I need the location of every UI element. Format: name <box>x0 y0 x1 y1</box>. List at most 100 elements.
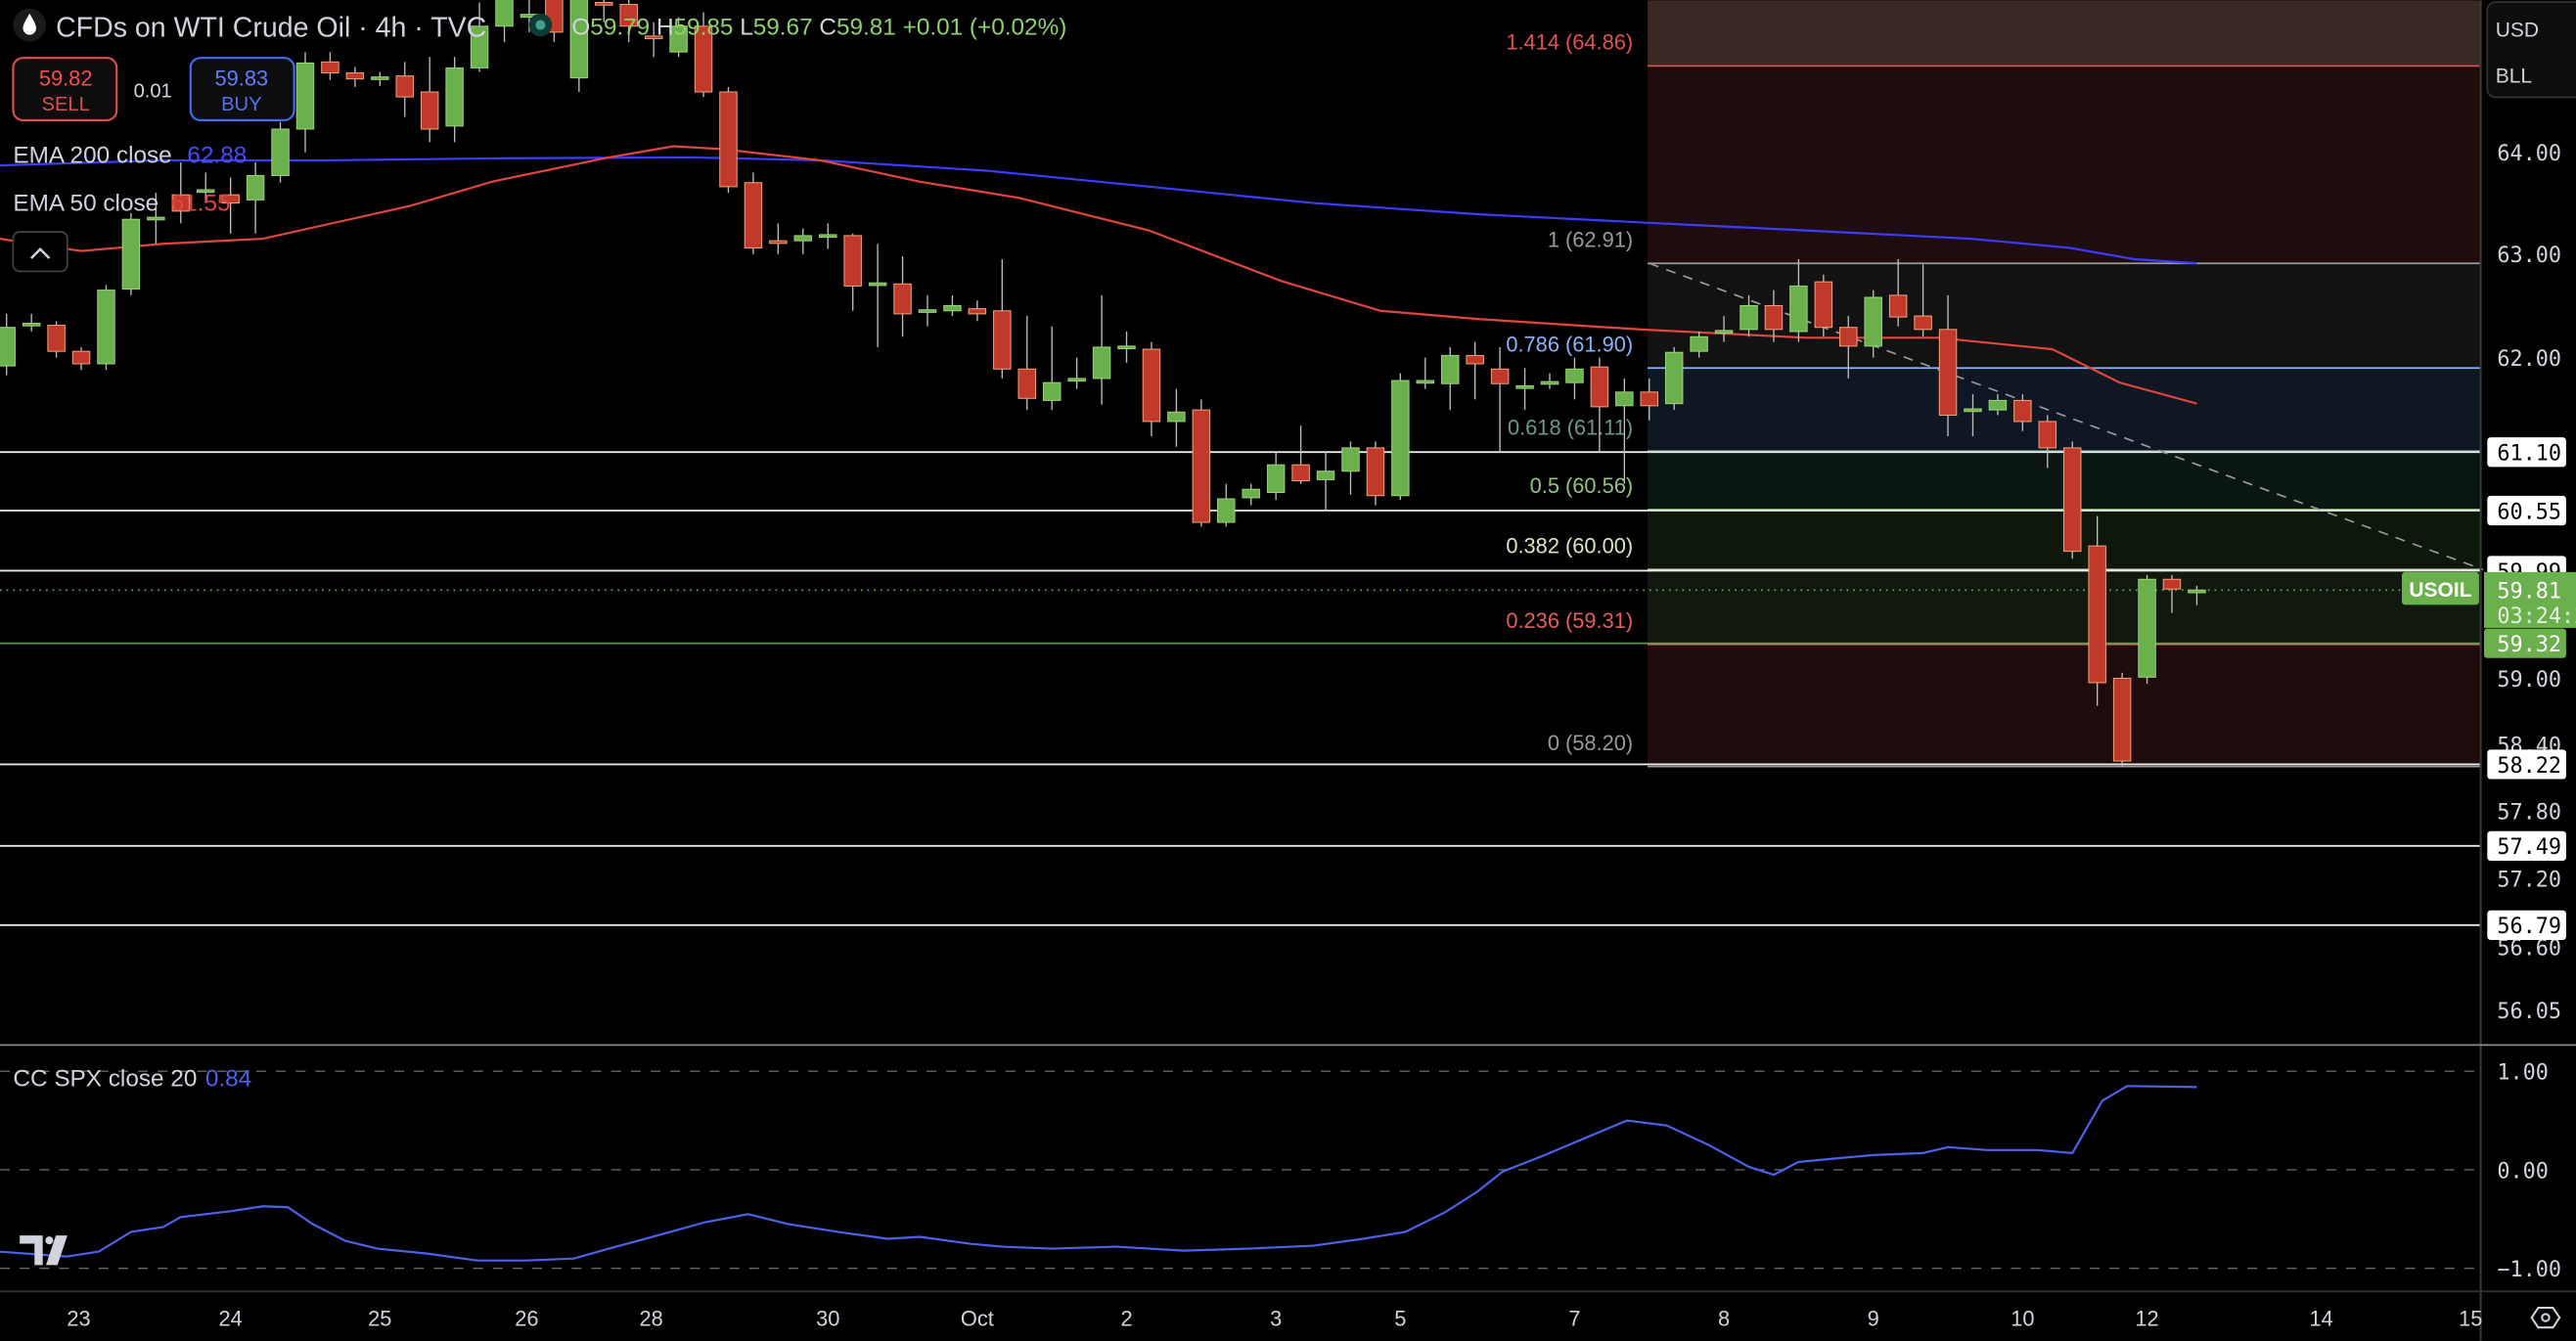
symbol-title[interactable]: CFDs on WTI Crude Oil · 4h · TVC <box>56 12 486 43</box>
candle-body <box>2038 421 2057 449</box>
candle <box>744 172 763 254</box>
candle-body <box>1789 285 1808 333</box>
last-price-badge <box>2483 571 2576 628</box>
candle-body <box>121 218 141 291</box>
candle <box>843 233 862 311</box>
time-axis[interactable]: 23 24 25 26 28 30 Oct 2 3 5 7 8 9 10 12 14 15 <box>67 1307 2482 1331</box>
fibonacci-retracement[interactable]: 1.414 (64.86) 1 (62.91) 0.786 (61.90) 0.618… <box>1506 0 2481 768</box>
ema50-value: 61.55 <box>171 190 231 216</box>
candle <box>1814 274 1833 337</box>
candle-body <box>445 67 464 127</box>
candle-body <box>1740 304 1758 331</box>
cc-spx-legend[interactable]: CC SPX close 20 0.84 <box>13 1065 251 1092</box>
candle <box>918 294 937 327</box>
candle <box>1291 425 1310 484</box>
candle-body <box>1316 470 1335 480</box>
ema200-legend[interactable]: EMA 200 close 62.88 <box>13 143 247 169</box>
buy-price: 59.83 <box>215 67 269 91</box>
ema200-value: 62.88 <box>187 143 247 169</box>
candle-body <box>1242 488 1260 499</box>
date-label: 8 <box>1718 1307 1730 1331</box>
scale-unit-box[interactable]: USD BLL <box>2486 1 2576 99</box>
candle-body <box>793 235 813 242</box>
last-price-label: 59.81 <box>2497 580 2561 604</box>
candle-body <box>943 304 962 312</box>
ema200-line <box>0 156 2197 265</box>
candle <box>569 0 589 92</box>
candle-body <box>1714 330 1734 335</box>
candle-body <box>371 76 389 80</box>
candle-body <box>1042 381 1062 401</box>
candle <box>445 57 464 143</box>
candle <box>1690 331 1708 358</box>
candle-body <box>569 0 589 79</box>
sell-button[interactable]: 59.82 SELL <box>12 57 118 122</box>
candle-body <box>1764 304 1784 331</box>
ema50-legend[interactable]: EMA 50 close 61.55 <box>13 190 230 216</box>
tradingview-logo[interactable] <box>20 1235 68 1266</box>
cc-tick-label: 1.00 <box>2497 1061 2549 1086</box>
collapse-legend-button[interactable] <box>12 231 68 273</box>
candle <box>271 121 290 183</box>
candle-body <box>1615 391 1634 407</box>
fib-band <box>1648 66 2481 264</box>
candle <box>1217 483 1236 527</box>
price-tick-label: 56.60 <box>2497 936 2561 961</box>
candle <box>819 223 837 249</box>
candle-body <box>22 322 41 327</box>
buy-button[interactable]: 59.83 BUY <box>189 57 295 122</box>
candle <box>868 244 887 347</box>
date-label: 23 <box>67 1307 90 1331</box>
candle <box>1017 316 1036 411</box>
candle <box>371 71 389 86</box>
candle-body <box>819 234 837 239</box>
trendline[interactable] <box>1649 262 2484 571</box>
dashed-trendline[interactable] <box>1649 262 2484 571</box>
fib-band-top <box>1648 0 2481 67</box>
candle-body <box>1192 409 1211 523</box>
price-tick-label: 64.00 <box>2497 142 2561 166</box>
candle <box>1192 399 1211 527</box>
candle-body <box>1888 294 1908 318</box>
price-line-badge <box>2487 495 2566 526</box>
fib-level-label: 0 (58.20) <box>1548 731 1633 755</box>
candle-body <box>1291 464 1310 482</box>
candle-body <box>321 61 339 74</box>
date-label: 9 <box>1868 1307 1879 1331</box>
candle-body <box>2162 578 2182 590</box>
date-label: 7 <box>1568 1307 1580 1331</box>
symbol-tag[interactable] <box>2402 571 2479 605</box>
price-axis[interactable]: 64.0063.0062.0059.0058.4057.8057.2056.60… <box>2497 142 2561 1282</box>
fib-level-label: 1.414 (64.86) <box>1506 30 1633 55</box>
candle <box>1888 259 1908 327</box>
candle-body <box>2188 589 2206 594</box>
price-line-badge-label: 56.79 <box>2497 915 2561 939</box>
candle <box>769 223 788 254</box>
settings-button[interactable] <box>2530 1307 2561 1329</box>
candle <box>1391 373 1410 501</box>
candle-body <box>669 25 688 53</box>
candle-body <box>1640 391 1658 407</box>
low-value: 59.67 <box>753 15 813 41</box>
candle-body <box>197 189 215 194</box>
candle <box>1640 378 1658 421</box>
candle <box>1242 483 1260 506</box>
candle-body <box>893 283 912 315</box>
candle-body <box>1441 354 1460 384</box>
high-label: H <box>656 15 674 41</box>
candle <box>345 67 365 87</box>
candle-body <box>1814 281 1833 329</box>
fib-band <box>1648 368 2481 452</box>
candle-body <box>2013 399 2032 423</box>
date-label: 3 <box>1270 1307 1282 1331</box>
candle-body <box>868 282 887 287</box>
candle <box>1416 357 1435 389</box>
candle <box>1864 290 1882 358</box>
fib-band <box>1648 569 2481 645</box>
candle-body <box>1938 329 1958 416</box>
candle <box>295 52 315 153</box>
candle <box>1490 346 1510 453</box>
candle-body <box>1466 354 1484 365</box>
candle <box>1764 290 1784 342</box>
